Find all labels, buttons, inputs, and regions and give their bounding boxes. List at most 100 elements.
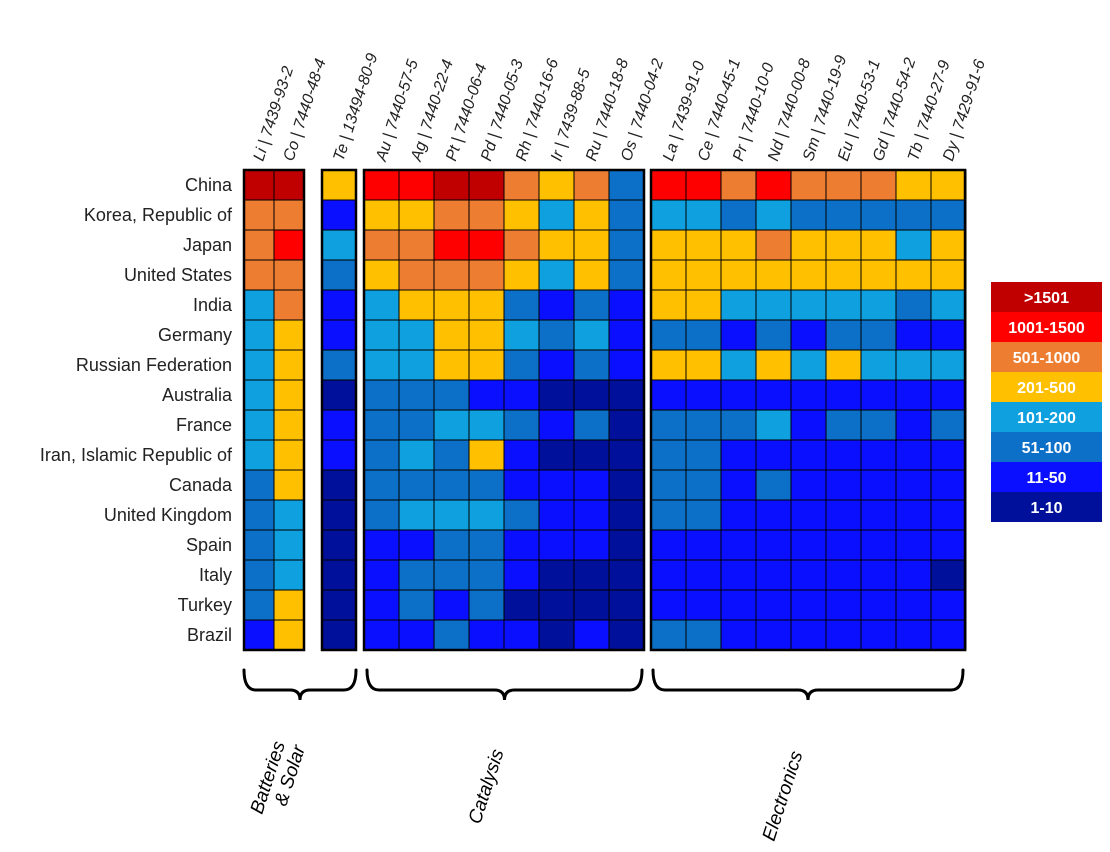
cell-brazil-ag [398, 619, 435, 651]
cell-australia-au [363, 379, 400, 411]
block-border-4 [649, 168, 967, 652]
cell-japan-pr [720, 229, 757, 261]
cell-russian-federation-ce [685, 349, 722, 381]
cell-turkey-ag [398, 589, 435, 621]
cell-united-states-co [273, 259, 305, 291]
cell-china-co [273, 169, 305, 201]
cell-korea-republic-of-ag [398, 199, 435, 231]
cell-united-kingdom-co [273, 499, 305, 531]
cell-turkey-eu [825, 589, 862, 621]
cell-united-kingdom-tb [895, 499, 932, 531]
cell-australia-ir [538, 379, 575, 411]
cell-japan-ce [685, 229, 722, 261]
cell-united-kingdom-ir [538, 499, 575, 531]
cell-italy-li [243, 559, 275, 591]
cell-russian-federation-sm [790, 349, 827, 381]
cell-canada-la [650, 469, 687, 501]
cell-united-states-tb [895, 259, 932, 291]
block-border-1 [242, 168, 306, 652]
legend-swatch-11-50 [991, 462, 1102, 492]
cell-japan-au [363, 229, 400, 261]
cell-germany-tb [895, 319, 932, 351]
cell-korea-republic-of-os [608, 199, 645, 231]
cell-italy-pd [468, 559, 505, 591]
cell-brazil-la [650, 619, 687, 651]
cell-spain-li [243, 529, 275, 561]
cell-germany-nd [755, 319, 792, 351]
cell-australia-ce [685, 379, 722, 411]
cell-turkey-tb [895, 589, 932, 621]
cell-turkey-te [321, 589, 357, 621]
row-label-france: France [176, 415, 232, 435]
cell-spain-co [273, 529, 305, 561]
cell-italy-au [363, 559, 400, 591]
cell-india-ru [573, 289, 610, 321]
cell-china-li [243, 169, 275, 201]
cell-iran-islamic-republic-of-nd [755, 439, 792, 471]
cell-italy-tb [895, 559, 932, 591]
cell-iran-islamic-republic-of-gd [860, 439, 897, 471]
cell-united-states-ru [573, 259, 610, 291]
cell-russian-federation-ag [398, 349, 435, 381]
row-label-turkey: Turkey [178, 595, 232, 615]
row-label-spain: Spain [186, 535, 232, 555]
cell-turkey-os [608, 589, 645, 621]
cell-turkey-rh [503, 589, 540, 621]
cell-brazil-nd [755, 619, 792, 651]
cell-china-ir [538, 169, 575, 201]
cell-brazil-gd [860, 619, 897, 651]
cell-italy-ce [685, 559, 722, 591]
group-label-electronics-line-1: Electronics [759, 748, 808, 843]
cell-iran-islamic-republic-of-dy [930, 439, 967, 471]
cell-russian-federation-pd [468, 349, 505, 381]
cell-canada-te [321, 469, 357, 501]
cell-united-kingdom-rh [503, 499, 540, 531]
cell-russian-federation-nd [755, 349, 792, 381]
row-label-united-states: United States [124, 265, 232, 285]
cell-brazil-ce [685, 619, 722, 651]
cell-united-states-rh [503, 259, 540, 291]
cell-australia-tb [895, 379, 932, 411]
cell-australia-pr [720, 379, 757, 411]
cell-united-states-ir [538, 259, 575, 291]
cell-turkey-sm [790, 589, 827, 621]
cell-germany-os [608, 319, 645, 351]
cell-india-os [608, 289, 645, 321]
cell-india-li [243, 289, 275, 321]
cell-spain-ir [538, 529, 575, 561]
cell-china-rh [503, 169, 540, 201]
cell-turkey-pr [720, 589, 757, 621]
cell-canada-ru [573, 469, 610, 501]
heatmap-cells [243, 169, 967, 651]
cell-india-rh [503, 289, 540, 321]
cell-united-kingdom-pd [468, 499, 505, 531]
cell-india-ce [685, 289, 722, 321]
cell-turkey-ce [685, 589, 722, 621]
cell-brazil-co [273, 619, 305, 651]
cell-iran-islamic-republic-of-ag [398, 439, 435, 471]
cell-australia-sm [790, 379, 827, 411]
cell-united-kingdom-nd [755, 499, 792, 531]
cell-korea-republic-of-pd [468, 199, 505, 231]
cell-korea-republic-of-tb [895, 199, 932, 231]
cell-france-sm [790, 409, 827, 441]
cell-india-la [650, 289, 687, 321]
cell-japan-ag [398, 229, 435, 261]
cell-united-kingdom-te [321, 499, 357, 531]
cell-russian-federation-te [321, 349, 357, 381]
cell-germany-au [363, 319, 400, 351]
cell-italy-gd [860, 559, 897, 591]
legend-label-11-50: 11-50 [1026, 470, 1066, 487]
cell-korea-republic-of-pt [433, 199, 470, 231]
cell-russian-federation-gd [860, 349, 897, 381]
cell-germany-ir [538, 319, 575, 351]
cell-france-co [273, 409, 305, 441]
cell-turkey-ir [538, 589, 575, 621]
cell-canada-ce [685, 469, 722, 501]
cell-united-states-os [608, 259, 645, 291]
cell-united-kingdom-eu [825, 499, 862, 531]
cell-canada-ag [398, 469, 435, 501]
cell-brazil-te [321, 619, 357, 651]
cell-russian-federation-au [363, 349, 400, 381]
cell-spain-pt [433, 529, 470, 561]
